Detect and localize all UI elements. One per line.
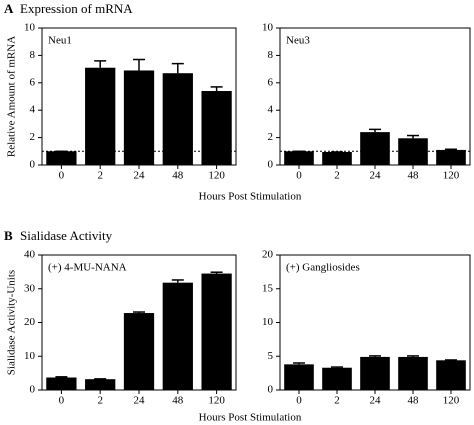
- bar: [85, 67, 116, 165]
- bar: [46, 151, 77, 165]
- x-tick-label: 24: [370, 395, 382, 407]
- x-tick-label: 48: [172, 170, 184, 182]
- x-tick-label: 24: [134, 170, 146, 182]
- bar: [123, 313, 155, 390]
- y-tick-label: 8: [268, 49, 274, 61]
- bar: [162, 282, 193, 390]
- y-tick-label: 0: [268, 384, 274, 396]
- x-tick-label: 2: [97, 395, 103, 407]
- bar: [85, 379, 116, 390]
- x-tick-label: 24: [370, 170, 382, 182]
- bar: [360, 356, 390, 390]
- y-tick-label: 10: [24, 22, 36, 34]
- y-tick-label: 0: [268, 159, 274, 171]
- x-tick-label: 48: [408, 170, 420, 182]
- y-tick-label: 15: [262, 282, 274, 294]
- y-tick-label: 10: [24, 350, 36, 362]
- y-axis-label: Sialidase Activity-Units: [6, 270, 18, 375]
- annotation: Neu3: [286, 35, 310, 47]
- y-tick-label: 6: [268, 76, 274, 88]
- y-tick-label: 5: [268, 350, 274, 362]
- x-tick-label: 0: [296, 395, 302, 407]
- y-tick-label: 10: [262, 22, 274, 34]
- x-tick-label: 2: [334, 170, 340, 182]
- x-tick-label: 120: [443, 170, 460, 182]
- y-tick-label: 2: [30, 131, 36, 143]
- x-tick-label: 0: [59, 170, 65, 182]
- y-tick-label: 4: [268, 104, 274, 116]
- bar: [360, 132, 390, 165]
- bar: [398, 356, 428, 390]
- x-tick-label: 2: [97, 170, 103, 182]
- panel-label: B: [4, 228, 13, 243]
- x-tick-label: 120: [208, 170, 225, 182]
- bar: [284, 364, 314, 390]
- bar: [162, 73, 193, 165]
- x-tick-label: 2: [334, 395, 340, 407]
- y-tick-label: 20: [262, 249, 274, 261]
- y-tick-label: 20: [24, 316, 36, 328]
- y-tick-label: 30: [24, 282, 36, 294]
- annotation: Neu1: [48, 35, 72, 47]
- section-title: Sialidase Activity: [20, 228, 113, 243]
- y-tick-label: 40: [24, 249, 36, 261]
- x-tick-label: 120: [443, 395, 460, 407]
- x-axis-label: Hours Post Stimulation: [199, 412, 302, 424]
- x-tick-label: 0: [296, 170, 302, 182]
- bar: [322, 151, 352, 165]
- x-tick-label: 48: [408, 395, 420, 407]
- bar: [46, 377, 77, 390]
- bar: [123, 70, 155, 165]
- y-tick-label: 8: [30, 49, 36, 61]
- x-tick-label: 24: [134, 395, 146, 407]
- bar: [201, 273, 232, 390]
- x-tick-label: 48: [172, 395, 184, 407]
- bar: [284, 151, 314, 165]
- y-tick-label: 10: [262, 316, 274, 328]
- y-axis-label: Relative Amount of mRNA: [6, 36, 18, 157]
- section-title: Expression of mRNA: [20, 1, 133, 16]
- annotation: (+) Gangliosides: [286, 262, 360, 274]
- bar: [436, 360, 466, 390]
- y-tick-label: 6: [30, 76, 36, 88]
- bar: [436, 149, 466, 165]
- y-tick-label: 0: [30, 159, 36, 171]
- x-axis-label: Hours Post Stimulation: [199, 191, 302, 203]
- x-tick-label: 0: [59, 395, 65, 407]
- annotation: (+) 4-MU-NANA: [48, 262, 127, 274]
- bar: [201, 91, 232, 165]
- y-tick-label: 4: [30, 104, 36, 116]
- x-tick-label: 120: [208, 395, 225, 407]
- y-tick-label: 0: [30, 384, 36, 396]
- bar: [322, 367, 352, 390]
- y-tick-label: 2: [268, 131, 274, 143]
- panel-label: A: [4, 1, 14, 16]
